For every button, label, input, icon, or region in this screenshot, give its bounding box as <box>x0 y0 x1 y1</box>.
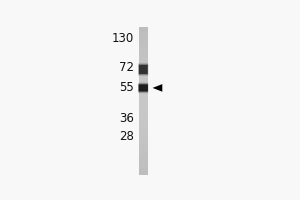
Bar <box>139 131 148 133</box>
Bar <box>139 30 148 32</box>
Polygon shape <box>153 84 162 92</box>
Bar <box>139 101 148 103</box>
Bar <box>139 143 148 145</box>
Bar <box>139 155 148 158</box>
Bar <box>139 84 148 86</box>
Bar <box>139 44 148 47</box>
Bar <box>139 145 148 148</box>
FancyBboxPatch shape <box>138 83 148 92</box>
FancyBboxPatch shape <box>138 63 148 76</box>
FancyBboxPatch shape <box>138 83 148 93</box>
Bar <box>139 91 148 94</box>
Bar <box>139 34 148 37</box>
Bar <box>139 67 148 69</box>
Bar <box>139 39 148 42</box>
Bar <box>139 94 148 96</box>
Bar <box>139 163 148 165</box>
Bar <box>139 126 148 128</box>
Bar <box>139 59 148 62</box>
Bar <box>139 49 148 52</box>
Bar <box>139 76 148 79</box>
Bar <box>139 116 148 118</box>
Bar <box>139 121 148 123</box>
Bar <box>139 86 148 89</box>
Bar <box>139 47 148 49</box>
Bar <box>139 42 148 44</box>
Bar <box>139 99 148 101</box>
Bar <box>139 135 148 138</box>
Bar <box>139 140 148 143</box>
FancyBboxPatch shape <box>139 84 148 91</box>
Bar <box>139 74 148 76</box>
Bar <box>139 106 148 108</box>
Bar <box>139 172 148 175</box>
FancyBboxPatch shape <box>139 65 148 74</box>
Bar <box>139 165 148 168</box>
FancyBboxPatch shape <box>138 64 148 75</box>
Text: 36: 36 <box>119 112 134 125</box>
Bar <box>139 148 148 150</box>
Bar <box>139 158 148 160</box>
Bar <box>139 57 148 59</box>
Bar <box>139 54 148 57</box>
Bar <box>139 118 148 121</box>
Bar <box>139 168 148 170</box>
Bar <box>139 81 148 84</box>
Bar <box>139 89 148 91</box>
Bar <box>139 96 148 99</box>
Bar <box>139 160 148 163</box>
Bar <box>139 108 148 111</box>
Bar <box>139 37 148 39</box>
Bar <box>139 79 148 81</box>
Bar <box>139 153 148 155</box>
Bar <box>139 113 148 116</box>
Text: 72: 72 <box>119 61 134 74</box>
Bar <box>139 138 148 140</box>
Bar <box>139 170 148 172</box>
Bar <box>139 52 148 54</box>
Bar <box>139 103 148 106</box>
Bar <box>139 150 148 153</box>
Bar <box>139 62 148 64</box>
Bar <box>139 123 148 126</box>
Bar <box>139 133 148 135</box>
Bar <box>139 71 148 74</box>
Text: 130: 130 <box>112 32 134 45</box>
Bar <box>139 111 148 113</box>
Bar <box>139 32 148 34</box>
Bar <box>139 69 148 71</box>
Bar <box>139 64 148 67</box>
Bar <box>139 27 148 30</box>
Bar <box>139 128 148 131</box>
Text: 55: 55 <box>119 81 134 94</box>
Text: 28: 28 <box>119 130 134 143</box>
